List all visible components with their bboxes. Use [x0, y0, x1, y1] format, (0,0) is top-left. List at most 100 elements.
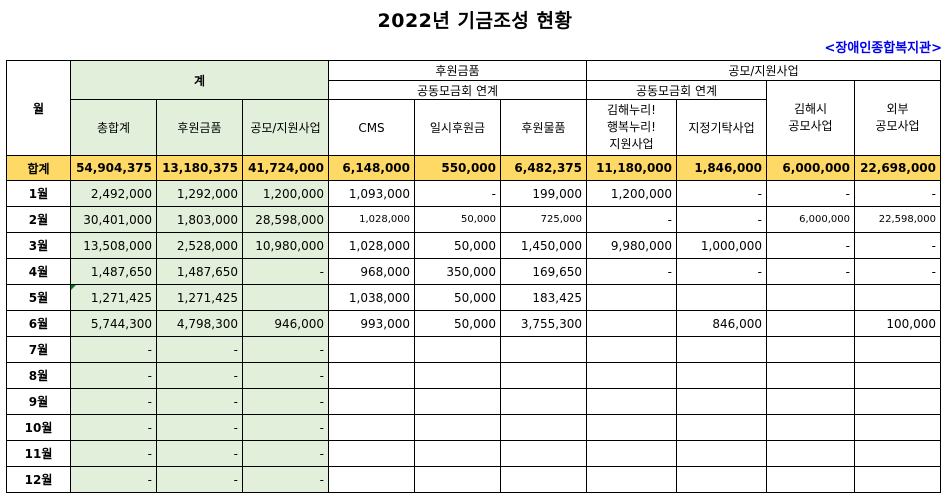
header-gimhae-line3: 지원사업	[609, 137, 654, 151]
table-cell: 50,000	[414, 310, 501, 337]
month-label: 4월	[6, 258, 71, 285]
table-cell: 3,755,300	[500, 310, 587, 337]
table-cell: -	[242, 388, 329, 415]
table-cell	[676, 362, 767, 389]
table-cell: -	[766, 180, 855, 207]
table-cell: 1,803,000	[156, 206, 243, 233]
table-cell	[500, 414, 587, 441]
table-cell: 50,000	[414, 284, 501, 311]
total-cell: 6,482,375	[500, 155, 587, 181]
table-cell	[414, 440, 501, 467]
table-cell	[414, 466, 501, 493]
table-row: 12월 - - -	[6, 466, 941, 493]
table-cell: -	[70, 336, 157, 363]
table-row: 3월 13,508,000 2,528,000 10,980,000 1,028,000…	[6, 232, 941, 259]
table-cell: -	[156, 414, 243, 441]
header-public-group: 공모/지원사업	[586, 60, 941, 81]
table-cell	[328, 388, 415, 415]
table-cell: -	[242, 414, 329, 441]
table-cell: -	[242, 258, 329, 285]
table-cell: -	[586, 206, 677, 233]
table-cell: 2,492,000	[70, 180, 157, 207]
table-cell: 4,798,300	[156, 310, 243, 337]
header-total: 총합계	[70, 99, 157, 156]
table-cell: 725,000	[500, 206, 587, 233]
total-row: 합계 54,904,375 13,180,375 41,724,000 6,14…	[6, 155, 941, 181]
table-cell: 6,000,000	[766, 206, 855, 233]
table-cell	[328, 336, 415, 363]
table-cell: -	[70, 466, 157, 493]
table-cell: -	[156, 388, 243, 415]
table-cell	[854, 414, 941, 441]
header-temp: 일시후원금	[414, 99, 501, 156]
header-city-line2: 공모사업	[788, 119, 833, 133]
table-row: 7월 - - -	[6, 336, 941, 363]
header-donation: 후원금품	[156, 99, 243, 156]
table-cell: -	[676, 258, 767, 285]
month-label: 12월	[6, 466, 71, 493]
table-row: 11월 - - -	[6, 440, 941, 467]
table-cell	[854, 466, 941, 493]
table-cell	[586, 414, 677, 441]
table-cell: 30,401,000	[70, 206, 157, 233]
header-designated: 지정기탁사업	[676, 99, 767, 156]
month-label: 8월	[6, 362, 71, 389]
table-cell	[414, 414, 501, 441]
table-row: 6월 5,744,300 4,798,300 946,000 993,000 50,000…	[6, 310, 941, 337]
table-row: 10월 - - -	[6, 414, 941, 441]
table-cell	[676, 336, 767, 363]
total-label: 합계	[6, 155, 71, 181]
table-cell: 968,000	[328, 258, 415, 285]
table-cell	[676, 466, 767, 493]
table-cell	[586, 284, 677, 311]
table-cell: 1,271,425	[156, 284, 243, 311]
table-cell: -	[156, 362, 243, 389]
table-cell	[328, 362, 415, 389]
table-cell	[766, 414, 855, 441]
table-cell: 2,528,000	[156, 232, 243, 259]
table-cell	[500, 440, 587, 467]
table-cell: -	[586, 258, 677, 285]
header-city-line1: 김해시	[793, 102, 828, 116]
table-cell: -	[766, 232, 855, 259]
header-city: 김해시 공모사업	[766, 80, 855, 156]
table-cell: 50,000	[414, 206, 501, 233]
table-cell	[586, 440, 677, 467]
table-cell: -	[156, 466, 243, 493]
table-cell	[676, 388, 767, 415]
table-cell	[854, 284, 941, 311]
table-cell	[766, 440, 855, 467]
total-cell: 11,180,000	[586, 155, 677, 181]
table-cell	[586, 388, 677, 415]
table-cell	[414, 336, 501, 363]
table-cell: 28,598,000	[242, 206, 329, 233]
table-cell: 1,487,650	[70, 258, 157, 285]
page-title: 2022년 기금조성 현황	[377, 10, 573, 32]
table-cell	[500, 336, 587, 363]
table-cell: 10,980,000	[242, 232, 329, 259]
month-label: 6월	[6, 310, 71, 337]
table-cell	[766, 362, 855, 389]
table-cell: -	[242, 362, 329, 389]
header-donation-group: 후원금품	[328, 60, 587, 81]
month-label: 3월	[6, 232, 71, 259]
table-cell	[766, 310, 855, 337]
table-cell: -	[70, 440, 157, 467]
table-cell: 13,508,000	[70, 232, 157, 259]
table-cell: -	[156, 336, 243, 363]
total-cell: 6,148,000	[328, 155, 415, 181]
header-gimhae: 김해누리! 행복누리! 지원사업	[586, 99, 677, 156]
table-cell: 1,028,000	[328, 232, 415, 259]
header-cms: CMS	[328, 99, 415, 156]
table-cell: -	[70, 362, 157, 389]
table-row: 2월 30,401,000 1,803,000 28,598,000 1,028,000…	[6, 206, 941, 233]
total-cell: 13,180,375	[156, 155, 243, 181]
table-cell	[854, 388, 941, 415]
table-cell	[586, 362, 677, 389]
table-cell: -	[70, 388, 157, 415]
table-cell: 1,200,000	[586, 180, 677, 207]
table-cell: 169,650	[500, 258, 587, 285]
table-cell: 1,093,000	[328, 180, 415, 207]
table-cell: -	[766, 258, 855, 285]
table-cell: -	[242, 336, 329, 363]
